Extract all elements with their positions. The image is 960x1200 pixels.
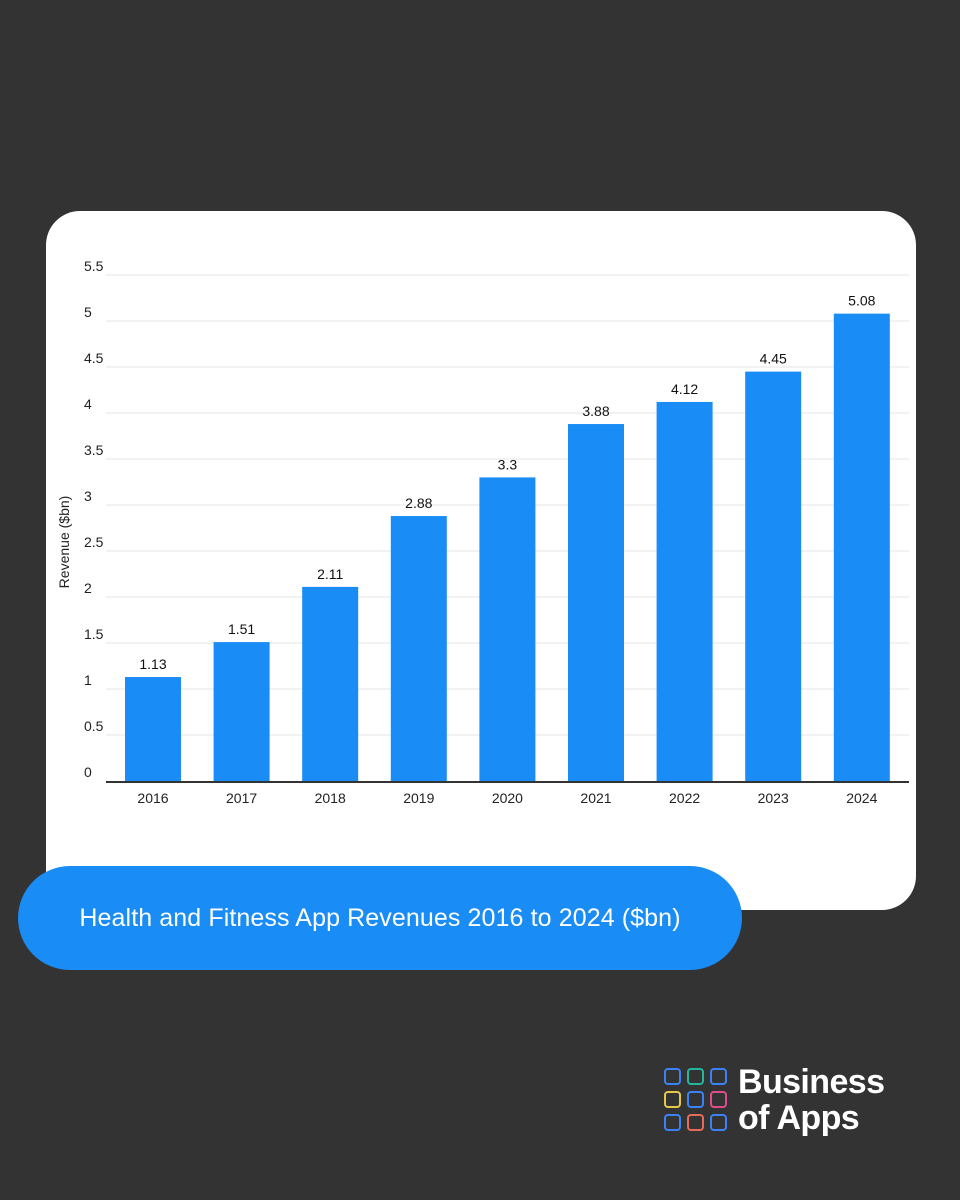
brand-name: Business of Apps bbox=[738, 1063, 885, 1137]
bar-chart: 0 0.5 1 1.5 2 2.5 3 3.5 4 4.5 5 5.5 Revenue ($bn) 1.1… bbox=[56, 258, 909, 806]
logo-grid-cell bbox=[664, 1114, 681, 1131]
chart-caption: Health and Fitness App Revenues 2016 to … bbox=[18, 866, 742, 970]
brand-logo: Business of Apps bbox=[664, 1064, 914, 1140]
y-axis-label: Revenue ($bn) bbox=[56, 496, 72, 589]
logo-grid-cell bbox=[710, 1114, 727, 1131]
logo-grid-cell bbox=[710, 1068, 727, 1085]
brand-name-line1: Business bbox=[738, 1063, 885, 1101]
bar-value-label: 4.12 bbox=[671, 381, 698, 397]
bar-value-label: 5.08 bbox=[848, 293, 875, 309]
bar-value-label: 2.88 bbox=[405, 495, 432, 511]
logo-grid-cell bbox=[687, 1068, 704, 1085]
grid-logo-icon bbox=[664, 1068, 732, 1136]
y-tick-label: 3 bbox=[84, 488, 92, 504]
bar bbox=[390, 516, 447, 781]
x-tick-label: 2017 bbox=[226, 790, 257, 806]
bar bbox=[833, 313, 890, 781]
bar-value-label: 1.13 bbox=[139, 656, 166, 672]
x-tick-label: 2022 bbox=[669, 790, 700, 806]
y-tick-label: 5.5 bbox=[84, 258, 104, 274]
chart-caption-text: Health and Fitness App Revenues 2016 to … bbox=[79, 903, 681, 932]
y-tick-label: 3.5 bbox=[84, 442, 104, 458]
bar-value-label: 2.11 bbox=[317, 566, 343, 582]
y-tick-label: 1.5 bbox=[84, 626, 104, 642]
x-tick-label: 2021 bbox=[580, 790, 611, 806]
logo-grid-cell bbox=[664, 1091, 681, 1108]
chart-card: 0 0.5 1 1.5 2 2.5 3 3.5 4 4.5 5 5.5 Revenue ($bn) 1.1… bbox=[46, 211, 916, 910]
y-tick-label: 0 bbox=[84, 764, 92, 780]
bar-value-label: 3.3 bbox=[498, 456, 518, 472]
logo-grid-cell bbox=[687, 1091, 704, 1108]
brand-name-line2: of Apps bbox=[738, 1099, 860, 1137]
y-tick-label: 4 bbox=[84, 396, 92, 412]
x-tick-label: 2019 bbox=[403, 790, 434, 806]
bar bbox=[656, 401, 713, 781]
bar bbox=[213, 642, 270, 781]
bar-value-label: 4.45 bbox=[760, 351, 787, 367]
x-tick-label: 2018 bbox=[315, 790, 346, 806]
x-tick-label: 2016 bbox=[137, 790, 168, 806]
x-tick-label: 2020 bbox=[492, 790, 523, 806]
y-tick-label: 0.5 bbox=[84, 718, 104, 734]
bar bbox=[479, 477, 536, 781]
bar bbox=[302, 586, 359, 781]
y-tick-label: 5 bbox=[84, 304, 92, 320]
y-tick-label: 4.5 bbox=[84, 350, 104, 366]
logo-grid-cell bbox=[664, 1068, 681, 1085]
logo-grid-cell bbox=[710, 1091, 727, 1108]
x-tick-label: 2024 bbox=[846, 790, 877, 806]
bar bbox=[568, 424, 624, 781]
bar-value-label: 3.88 bbox=[582, 403, 609, 419]
bar-value-label: 1.51 bbox=[228, 621, 255, 637]
bar bbox=[745, 371, 802, 781]
y-tick-label: 2.5 bbox=[84, 534, 104, 550]
y-tick-label: 1 bbox=[84, 672, 92, 688]
bar bbox=[125, 677, 181, 781]
logo-grid-cell bbox=[687, 1114, 704, 1131]
y-tick-label: 2 bbox=[84, 580, 92, 596]
x-tick-label: 2023 bbox=[758, 790, 789, 806]
